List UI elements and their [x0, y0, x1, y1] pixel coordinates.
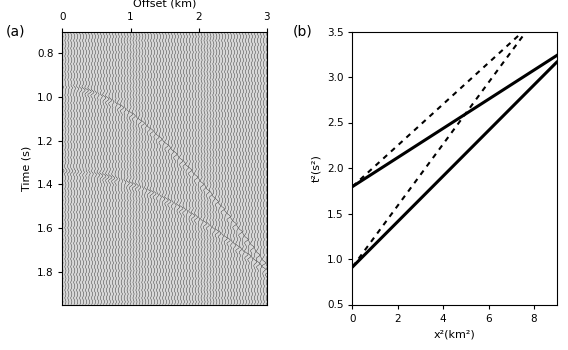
- X-axis label: Offset (km): Offset (km): [133, 0, 197, 9]
- Y-axis label: Time (s): Time (s): [21, 145, 31, 191]
- X-axis label: x²(km²): x²(km²): [433, 329, 475, 339]
- Text: (b): (b): [293, 25, 312, 38]
- Y-axis label: t²(s²): t²(s²): [311, 154, 321, 182]
- Text: (a): (a): [6, 25, 25, 38]
